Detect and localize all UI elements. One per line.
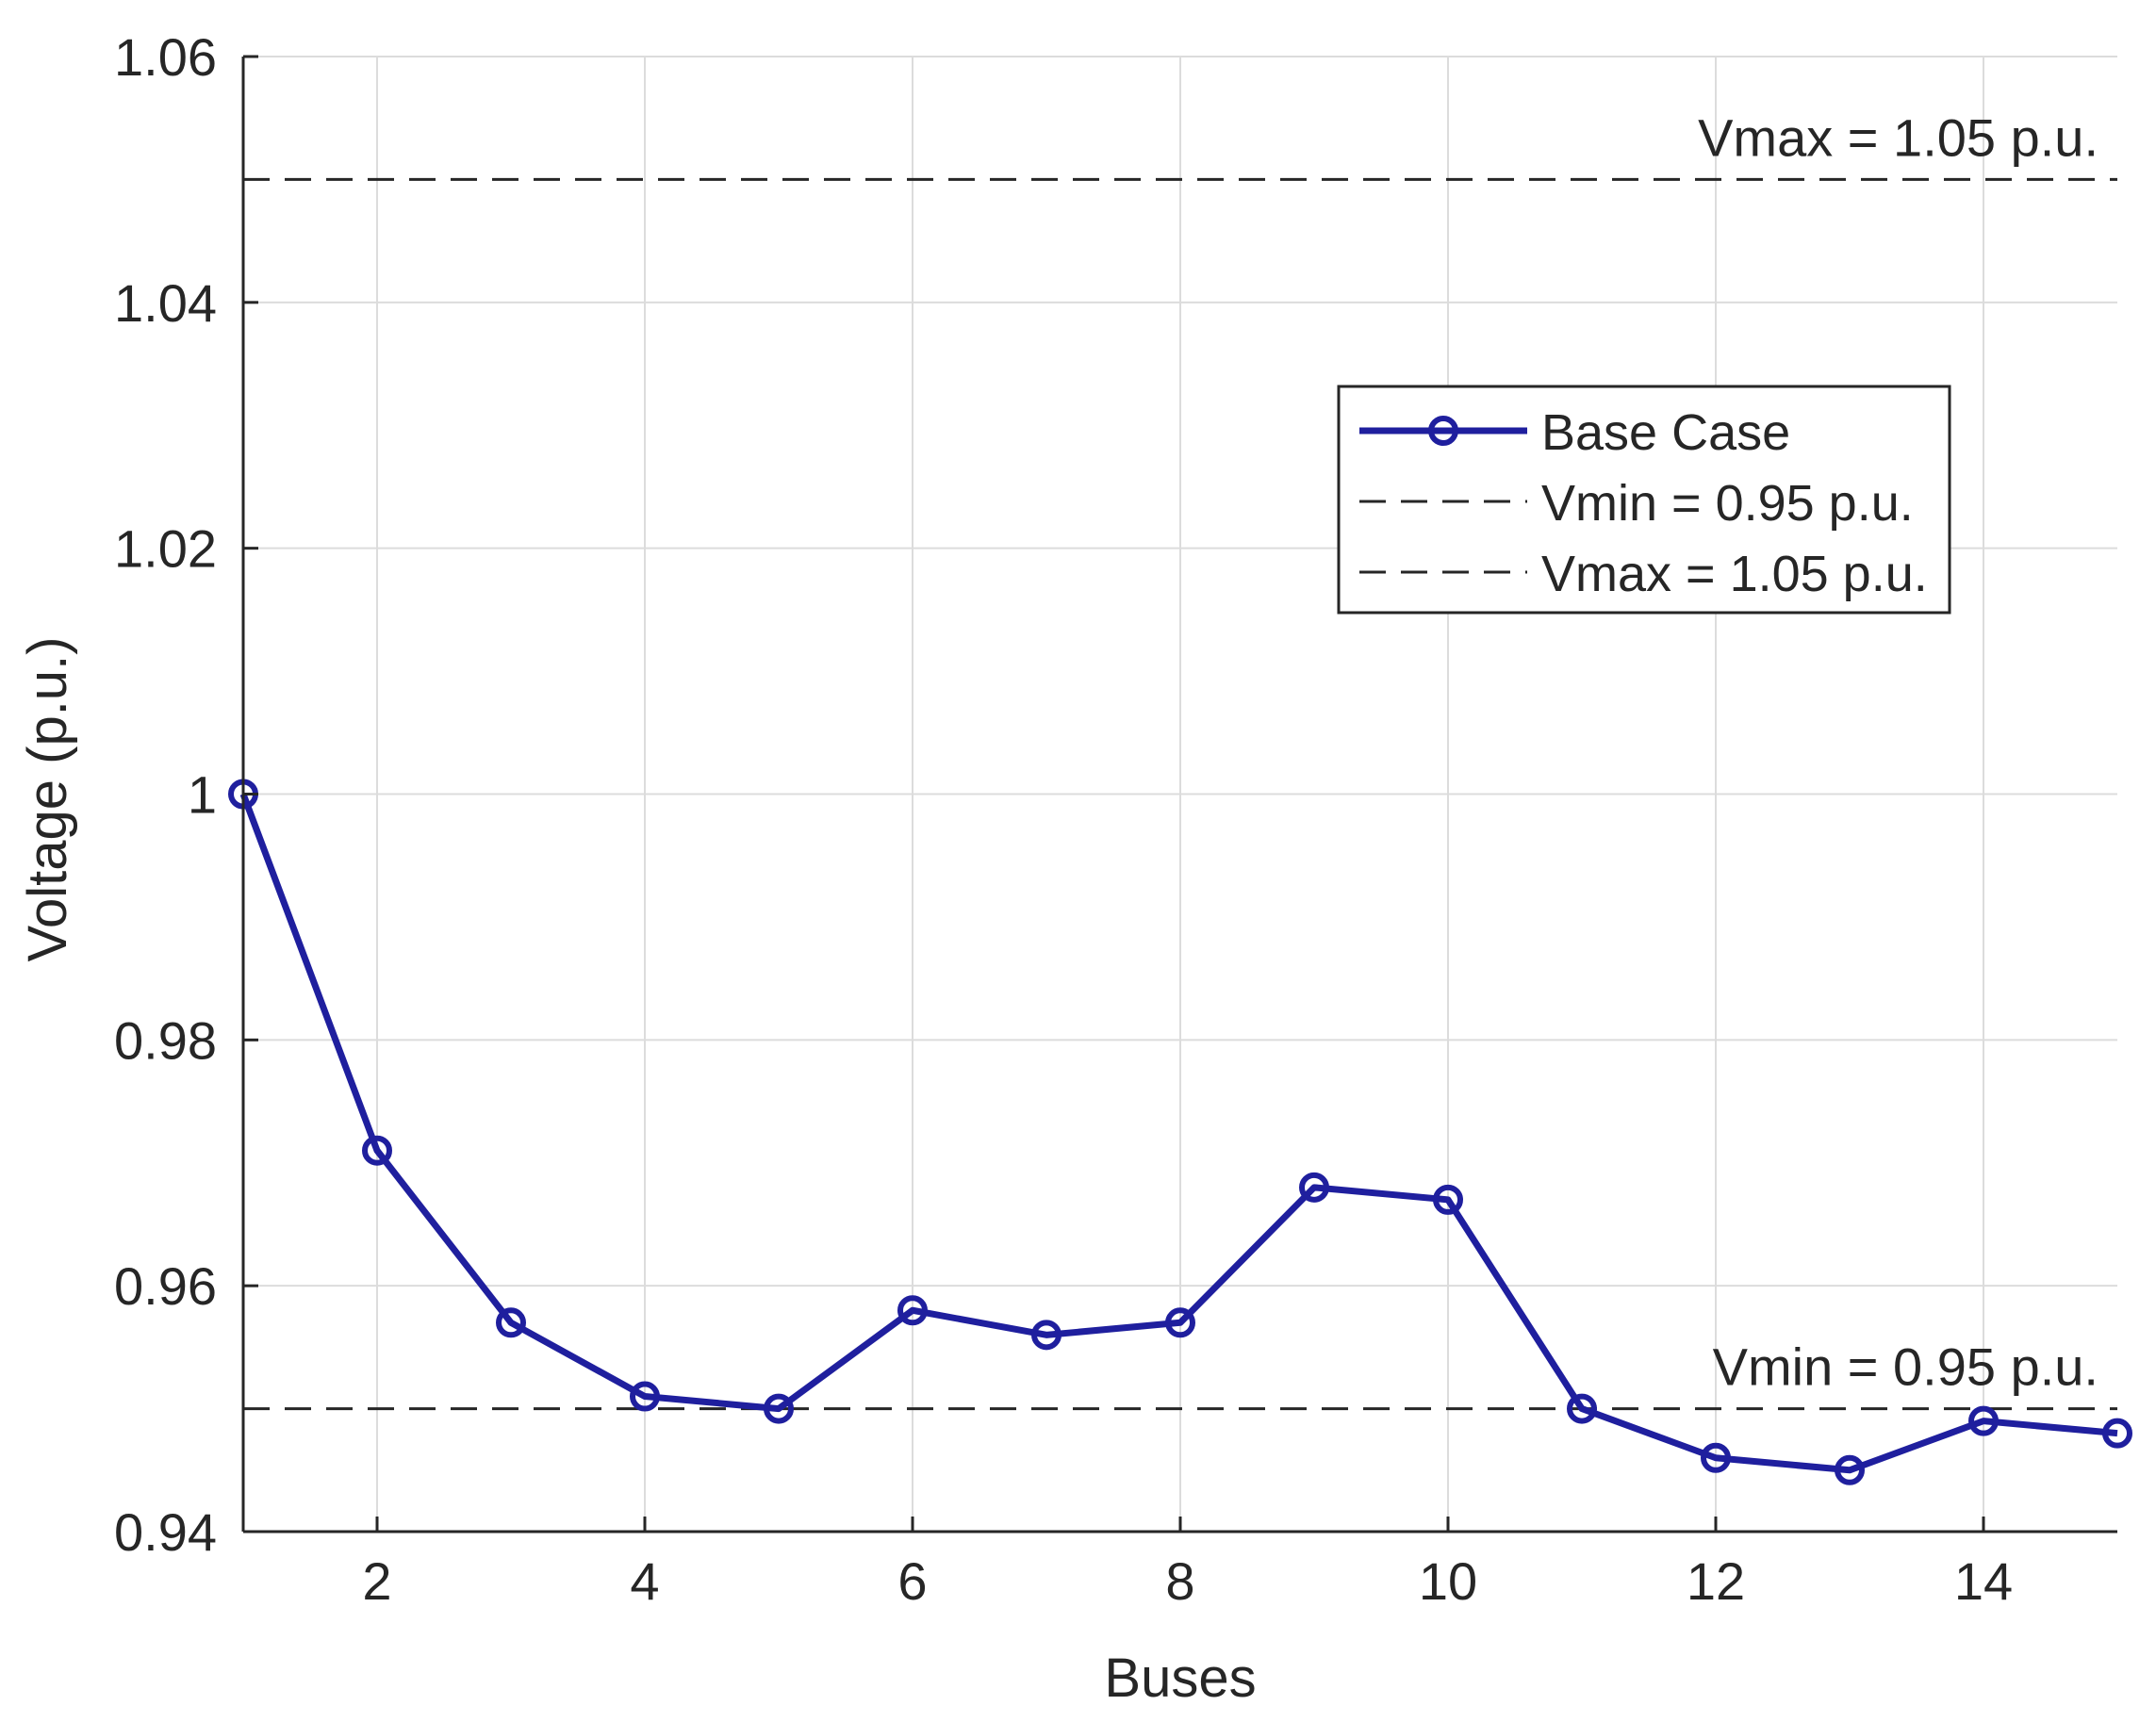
data-point-marker — [1299, 1172, 1329, 1203]
y-tick-label: 0.96 — [114, 1256, 217, 1316]
legend-label: Vmin = 0.95 p.u. — [1541, 475, 1914, 532]
x-tick-label: 14 — [1954, 1551, 2013, 1611]
legend-series-marker — [1428, 416, 1458, 446]
data-point-marker — [2102, 1418, 2132, 1449]
y-tick-label: 1 — [188, 765, 217, 825]
data-point-marker — [1031, 1320, 1062, 1351]
data-point-marker — [1433, 1184, 1463, 1215]
data-point-marker — [897, 1295, 928, 1326]
x-tick-label: 6 — [897, 1551, 927, 1611]
data-point-marker — [1567, 1393, 1597, 1424]
data-point-marker — [496, 1307, 526, 1338]
data-point-marker — [764, 1393, 794, 1424]
annotations: Vmax = 1.05 p.u. Vmin = 0.95 p.u. — [1698, 107, 2098, 1396]
reference-annotation: Vmax = 1.05 p.u. — [1698, 107, 2098, 167]
y-tick-label: 1.06 — [114, 27, 217, 87]
data-point-marker — [362, 1135, 392, 1166]
x-tick-label: 2 — [362, 1551, 391, 1611]
data-point-marker — [1835, 1454, 1865, 1485]
reference-lines — [243, 177, 2117, 1411]
y-tick-label: 0.94 — [114, 1502, 217, 1562]
y-tick-label: 0.98 — [114, 1010, 217, 1070]
x-axis-label: Buses — [1104, 1648, 1256, 1709]
x-tick-label: 8 — [1165, 1551, 1194, 1611]
data-point-marker — [1701, 1442, 1731, 1473]
data-point-marker — [1968, 1405, 1999, 1436]
y-tick-label: 1.04 — [114, 273, 217, 333]
grid — [243, 56, 2117, 1533]
reference-annotation: Vmin = 0.95 p.u. — [1713, 1337, 2098, 1397]
x-tick-label: 12 — [1687, 1551, 1745, 1611]
tick-labels: 2 4 6 8 10 12 14 0.94 0.96 0.98 1 1.02 1.04 1.06 — [114, 27, 2013, 1611]
legend-box — [1337, 385, 1951, 615]
y-axis-label: Voltage (p.u.) — [17, 637, 78, 962]
legend-label: Base Case — [1541, 404, 1790, 461]
data-point-marker — [630, 1381, 660, 1412]
y-tick-label: 1.02 — [114, 519, 217, 579]
x-tick-label: 4 — [630, 1551, 659, 1611]
legend-label: Vmax = 1.05 p.u. — [1541, 546, 1928, 602]
data-point-marker — [1165, 1307, 1195, 1338]
legend: Base Case Vmin = 0.95 p.u. Vmax = 1.05 p.u… — [1337, 385, 1951, 615]
series-line — [239, 793, 2118, 1474]
axes — [241, 55, 2117, 1533]
x-tick-label: 10 — [1419, 1551, 1477, 1611]
